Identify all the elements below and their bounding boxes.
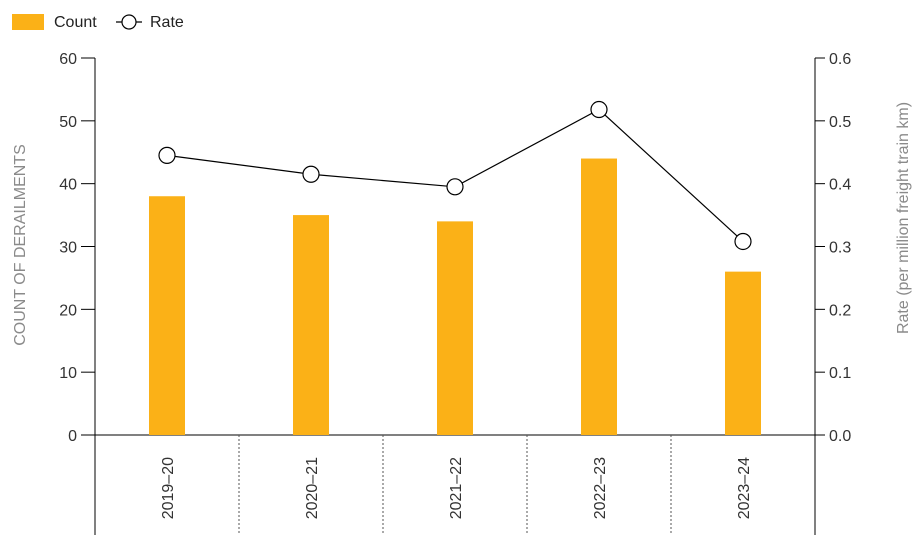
y-tick-label: 10	[59, 365, 77, 382]
rate-line	[158, 100, 752, 251]
y2-tick-label: 0.5	[829, 114, 851, 131]
x-tick-label: 2021–22	[448, 457, 465, 519]
legend-count-swatch	[12, 14, 44, 30]
y-tick-label: 40	[59, 177, 77, 194]
x-tick-label: 2023–24	[736, 457, 753, 519]
y-axis-title: COUNT OF DERAILMENTS	[12, 144, 29, 346]
y-tick-label: 20	[59, 302, 77, 319]
bars	[149, 158, 761, 436]
x-tick-label: 2019–20	[160, 457, 177, 519]
y2-axis-title: Rate (per million freight train km)	[895, 102, 912, 334]
y2-tick-label: 0.2	[829, 302, 851, 319]
rate-point-2021–22	[446, 178, 464, 196]
bar-2023–24	[725, 271, 761, 435]
rate-point-2020–21	[302, 165, 320, 183]
legend: Count Rate	[12, 14, 184, 31]
x-tick-label: 2022–23	[592, 457, 609, 519]
bar-2021–22	[437, 221, 473, 435]
bar-2020–21	[293, 215, 329, 435]
y2-tick-label: 0.6	[829, 51, 851, 68]
y-tick-label: 0	[68, 428, 77, 445]
y-tick-label: 30	[59, 240, 77, 257]
bar-2022–23	[581, 158, 617, 436]
x-axis-labels: 2019–20 2020–21 2021–22 2022–23 2023–24	[160, 457, 753, 519]
legend-rate-label: Rate	[150, 14, 184, 31]
y2-tick-label: 0.0	[829, 428, 851, 445]
axes: 0 10 20 30 40 50 60 0.0 0.1 0.2 0.3 0.4 0.5 0.6	[59, 51, 851, 535]
rate-point-2019–20	[158, 146, 176, 164]
y-tick-label: 50	[59, 114, 77, 131]
y2-tick-label: 0.1	[829, 365, 851, 382]
rate-point-2023–24	[734, 232, 752, 251]
y2-tick-label: 0.3	[829, 240, 851, 257]
y2-tick-label: 0.4	[829, 177, 851, 194]
legend-rate-marker	[121, 14, 137, 30]
bar-2019–20	[149, 196, 185, 435]
legend-count-label: Count	[54, 14, 97, 31]
y-tick-label: 60	[59, 51, 77, 68]
rate-point-2022–23	[590, 100, 608, 119]
x-tick-label: 2020–21	[304, 457, 321, 519]
